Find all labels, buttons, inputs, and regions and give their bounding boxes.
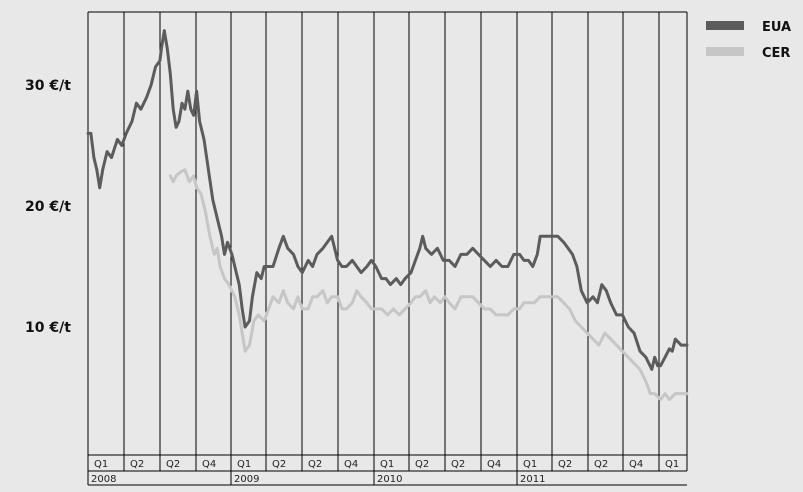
quarter-tick-label: Q1 [237, 459, 251, 470]
y-tick-label-10: 10 €/t [25, 320, 71, 336]
legend: EUA CER [706, 20, 791, 61]
quarter-gridlines [87, 11, 688, 471]
year-tick-label-2011: 2011 [520, 474, 545, 485]
series-line-cer [168, 168, 689, 402]
quarter-tick-label: Q2 [594, 459, 608, 470]
year-tick-label-2009: 2009 [234, 474, 259, 485]
year-tick-label-2008: 2008 [91, 474, 116, 485]
x-axis: Q1 Q2 Q2 Q4 Q1 Q2 Q2 Q4 Q1 Q2 Q2 Q4 Q1 Q2 Q2 Q4 Q1 2008 20… [87, 454, 687, 486]
quarter-tick-label: Q1 [94, 459, 108, 470]
quarter-tick-label: Q4 [202, 459, 216, 470]
quarter-tick-label: Q4 [344, 459, 358, 470]
quarter-tick-label: Q2 [130, 459, 144, 470]
legend-swatch-eua [706, 21, 744, 30]
quarter-tick-label: Q1 [665, 459, 679, 470]
legend-label-cer: CER [762, 46, 790, 61]
series-lines [86, 29, 689, 402]
quarter-tick-label: Q4 [487, 459, 501, 470]
quarter-tick-label: Q2 [272, 459, 286, 470]
legend-swatch-cer [706, 47, 744, 56]
quarter-tick-label: Q2 [308, 459, 322, 470]
quarter-tick-label: Q1 [523, 459, 537, 470]
quarter-tick-label: Q2 [451, 459, 465, 470]
quarter-tick-label: Q4 [629, 459, 643, 470]
quarter-tick-label: Q2 [166, 459, 180, 470]
y-tick-labels: 10 €/t 20 €/t 30 €/t [25, 78, 71, 336]
quarter-tick-label: Q1 [380, 459, 394, 470]
year-tick-label-2010: 2010 [377, 474, 402, 485]
quarter-tick-label: Q2 [558, 459, 572, 470]
legend-label-eua: EUA [762, 20, 791, 35]
quarter-tick-label: Q2 [415, 459, 429, 470]
y-tick-label-30: 30 €/t [25, 78, 71, 94]
y-tick-label-20: 20 €/t [25, 199, 71, 215]
series-line-eua [86, 29, 689, 371]
